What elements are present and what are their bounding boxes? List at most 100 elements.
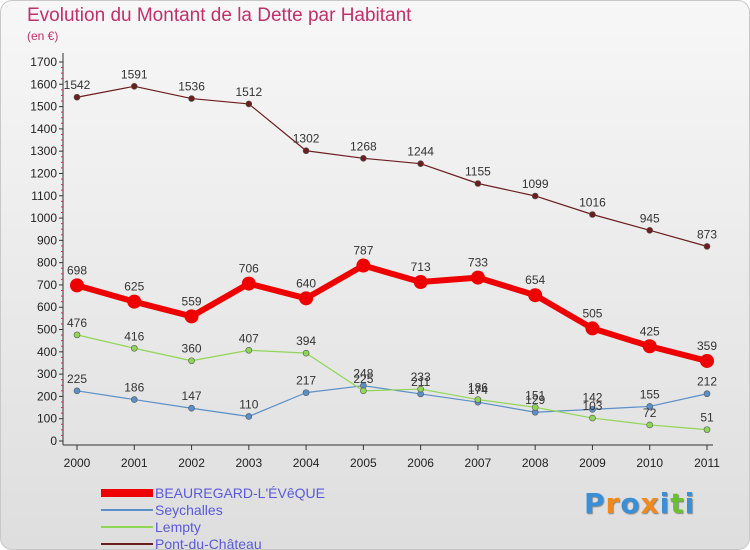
data-point <box>130 83 138 90</box>
x-tick-label: 2010 <box>636 456 663 470</box>
data-label: 212 <box>697 375 717 389</box>
data-label: 1302 <box>293 132 320 146</box>
data-label: 706 <box>239 262 259 276</box>
y-tick-label: 300 <box>37 367 57 381</box>
data-label: 110 <box>239 397 258 411</box>
legend-swatch <box>101 489 153 497</box>
series-line <box>76 262 708 364</box>
data-label: 248 <box>353 367 373 381</box>
y-tick-label: 400 <box>37 345 57 359</box>
data-label: 72 <box>643 406 657 420</box>
y-tick-label: 500 <box>37 323 57 337</box>
x-tick-label: 2002 <box>178 456 205 470</box>
data-point <box>700 353 714 368</box>
data-point <box>73 387 81 395</box>
x-tick-label: 2001 <box>121 456 148 470</box>
unit-label: (en €) <box>27 29 59 43</box>
data-label: 654 <box>525 273 545 287</box>
series-line <box>76 85 708 247</box>
y-tick-label: 1500 <box>30 100 57 114</box>
data-label: 1536 <box>178 80 205 94</box>
legend-swatch <box>101 509 153 511</box>
data-point <box>356 258 371 273</box>
data-label: 713 <box>411 260 431 274</box>
legend-swatch <box>101 526 153 528</box>
data-label: 1591 <box>121 67 148 81</box>
logo-letter: x <box>640 487 660 520</box>
data-point <box>703 390 711 398</box>
data-label: 505 <box>582 306 602 320</box>
data-point <box>531 404 539 411</box>
data-point <box>130 344 138 352</box>
data-label: 151 <box>525 388 545 402</box>
data-label: 174 <box>468 383 488 397</box>
data-point <box>188 404 195 412</box>
data-point <box>302 147 310 155</box>
data-point <box>413 275 428 290</box>
data-point <box>470 270 485 285</box>
data-label: 186 <box>124 381 144 395</box>
data-label: 217 <box>296 374 316 388</box>
data-point <box>589 414 596 422</box>
data-label: 1542 <box>64 78 91 92</box>
data-label: 1268 <box>350 139 377 153</box>
data-label: 359 <box>697 339 717 353</box>
legend-swatch <box>101 543 153 545</box>
data-point <box>474 396 482 403</box>
data-point <box>184 309 199 324</box>
x-tick-label: 2003 <box>235 456 262 470</box>
data-label: 476 <box>67 316 87 330</box>
y-tick-label: 1600 <box>30 77 57 91</box>
data-point <box>703 243 711 250</box>
data-point <box>360 155 367 162</box>
data-point <box>531 192 539 200</box>
data-label: 225 <box>67 372 87 386</box>
data-point <box>417 385 424 393</box>
data-label: 1016 <box>579 195 606 209</box>
logo-letter: t <box>670 487 685 520</box>
x-tick-label: 2007 <box>465 456 492 470</box>
x-tick-label: 2009 <box>579 456 606 470</box>
y-tick-label: 1000 <box>30 211 57 225</box>
data-point <box>73 331 81 339</box>
data-label: 129 <box>525 393 545 407</box>
data-point <box>360 387 367 395</box>
data-point <box>646 403 654 410</box>
y-tick-label: 1100 <box>31 189 57 203</box>
data-label: 360 <box>182 342 202 356</box>
data-point <box>70 278 84 293</box>
data-label: 155 <box>640 387 660 401</box>
data-point <box>245 346 253 354</box>
data-label: 698 <box>67 263 87 277</box>
data-point <box>188 95 195 102</box>
data-point <box>302 349 310 357</box>
data-label: 873 <box>697 227 717 241</box>
data-label: 103 <box>582 399 602 413</box>
data-point <box>646 421 654 429</box>
data-label: 787 <box>353 244 373 258</box>
data-point <box>130 396 138 403</box>
data-point <box>241 276 256 291</box>
x-tick-label: 2005 <box>350 456 377 470</box>
data-label: 186 <box>468 381 488 395</box>
data-label: 559 <box>182 294 202 308</box>
data-label: 640 <box>296 276 316 290</box>
logo-letter: i <box>659 487 671 520</box>
x-tick-label: 2006 <box>407 456 434 470</box>
data-label: 225 <box>353 372 373 386</box>
data-point <box>245 413 253 420</box>
x-tick-label: 2011 <box>694 456 720 470</box>
data-label: 1099 <box>522 177 549 191</box>
data-label: 733 <box>468 256 488 270</box>
y-tick-label: 700 <box>37 278 57 292</box>
data-label: 625 <box>124 280 144 294</box>
data-point <box>589 406 596 413</box>
data-point <box>585 321 600 336</box>
y-tick-label: 200 <box>37 389 57 403</box>
y-tick-label: 800 <box>37 256 57 270</box>
data-label: 142 <box>582 390 602 404</box>
data-point <box>73 93 81 101</box>
data-point <box>188 357 195 365</box>
